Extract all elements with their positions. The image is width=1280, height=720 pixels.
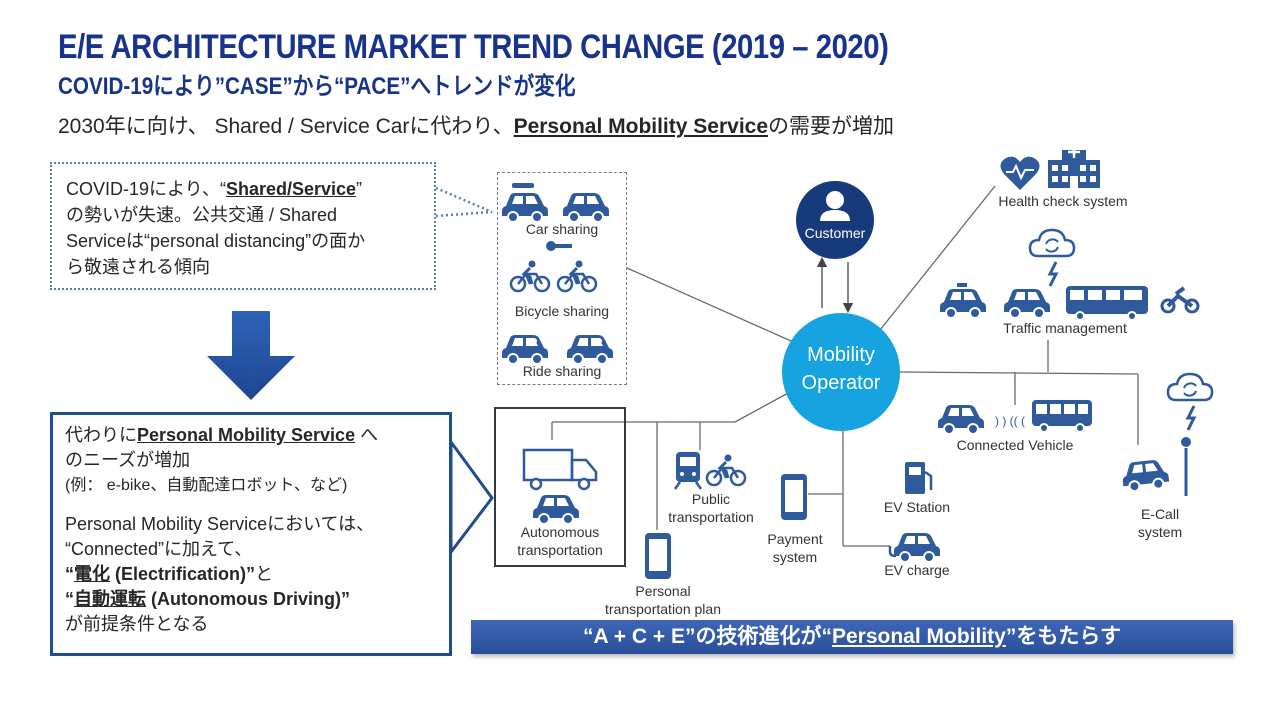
payment-system-label: Payment system bbox=[767, 531, 823, 565]
covid-callout: COVID-19により、“Shared/Service” の勢いが失速。公共交通… bbox=[50, 162, 436, 290]
covid-line-4: ら敬遠される傾向 bbox=[66, 257, 210, 277]
traffic-management-icon bbox=[939, 228, 1200, 321]
train-icon bbox=[673, 452, 703, 490]
customer-label: Customer bbox=[804, 225, 866, 241]
covid-shared-service: Shared/Service bbox=[225, 179, 357, 199]
public-bike-icon bbox=[705, 453, 747, 487]
ride-sharing-icon bbox=[501, 334, 614, 365]
svg-text:) ) (( (: ) ) (( ( bbox=[995, 414, 1025, 428]
pm-electrification: 電化 bbox=[74, 564, 110, 584]
covid-callout-tail bbox=[435, 186, 493, 218]
operator-label-1: Mobility bbox=[807, 344, 875, 366]
headline-prefix: 2030年に向け、 Shared / Service Carに代わり、 bbox=[58, 115, 514, 138]
car-sharing-label: Car sharing bbox=[525, 221, 599, 237]
autonomous-label: Autonomous transportation bbox=[517, 524, 603, 558]
customer-node: Customer bbox=[796, 181, 874, 259]
mobility-operator-node: Mobility Operator bbox=[782, 313, 900, 431]
covid-line-3: Serviceは“personal distancing”の面か bbox=[66, 231, 366, 251]
connected-vehicle-label: Connected Vehicle bbox=[956, 437, 1074, 453]
operator-label-2: Operator bbox=[801, 372, 881, 394]
shared-mobility-group bbox=[497, 172, 627, 385]
autonomous-group bbox=[494, 407, 626, 567]
headline-statement: 2030年に向け、 Shared / Service Carに代わり、Perso… bbox=[58, 110, 894, 140]
personal-plan-label: Personal transportation plan bbox=[605, 583, 721, 617]
bicycle-sharing-label: Bicycle sharing bbox=[514, 303, 610, 319]
payment-phone-icon bbox=[781, 474, 807, 520]
ride-sharing-label: Ride sharing bbox=[522, 363, 602, 379]
ev-charge-label: EV charge bbox=[884, 562, 950, 578]
health-check-label: Health check system bbox=[998, 193, 1128, 209]
ecall-icon bbox=[1119, 372, 1214, 496]
pm-line-8: が前提条件となる bbox=[65, 614, 209, 634]
personal-mobility-callout: 代わりにPersonal Mobility Service へ のニーズが増加 … bbox=[50, 412, 452, 656]
headline-highlight: Personal Mobility Service bbox=[513, 115, 769, 138]
pm-line-5: “Connected”に加えて、 bbox=[65, 539, 253, 559]
page-subtitle: COVID-19により”CASE”から“PACE”へトレンドが変化 bbox=[58, 73, 576, 100]
pm-line-3: (例： e-bike、自動配達ロボット、など) bbox=[65, 477, 348, 494]
ev-charge-icon bbox=[888, 532, 941, 563]
pm-line-7: “自動運転 (Autonomous Driving)” bbox=[65, 589, 350, 609]
pm-line-4: Personal Mobility Serviceにおいては、 bbox=[65, 514, 375, 534]
car-sharing-icon bbox=[501, 183, 610, 223]
truck-icon bbox=[522, 448, 598, 491]
down-arrow-icon bbox=[207, 311, 295, 400]
pm-highlight: Personal Mobility Service bbox=[137, 425, 356, 445]
key-icon bbox=[546, 241, 572, 251]
pm-line-2: のニーズが増加 bbox=[65, 450, 191, 470]
ev-station-label: EV Station bbox=[883, 499, 951, 515]
banner-highlight: Personal Mobility bbox=[831, 625, 1006, 648]
pm-line-1: 代わりにPersonal Mobility Service へ bbox=[65, 425, 379, 445]
connected-vehicle-icon: ) ) (( ( bbox=[937, 400, 1092, 435]
covid-line-2: の勢いが失速。公共交通 / Shared bbox=[66, 205, 338, 225]
headline-suffix: の需要が増加 bbox=[768, 115, 895, 138]
conclusion-banner: “A + C + E”の技術進化が“Personal Mobility”をもたら… bbox=[471, 620, 1233, 654]
health-check-icon bbox=[1000, 146, 1100, 190]
pm-line-6: “電化 (Electrification)”と bbox=[65, 564, 274, 584]
covid-line-1: COVID-19により、“Shared/Service” bbox=[66, 179, 363, 199]
personal-plan-phone-icon bbox=[645, 533, 671, 579]
public-transportation-label: Public transportation bbox=[668, 491, 754, 525]
page-title: E/E ARCHITECTURE MARKET TREND CHANGE (20… bbox=[58, 28, 889, 66]
ecall-label: E-Call system bbox=[1137, 506, 1183, 540]
pm-autonomous: 自動運転 bbox=[74, 589, 146, 609]
traffic-management-label: Traffic management bbox=[1003, 320, 1127, 336]
ev-station-icon bbox=[905, 462, 933, 494]
user-icon bbox=[820, 191, 850, 221]
